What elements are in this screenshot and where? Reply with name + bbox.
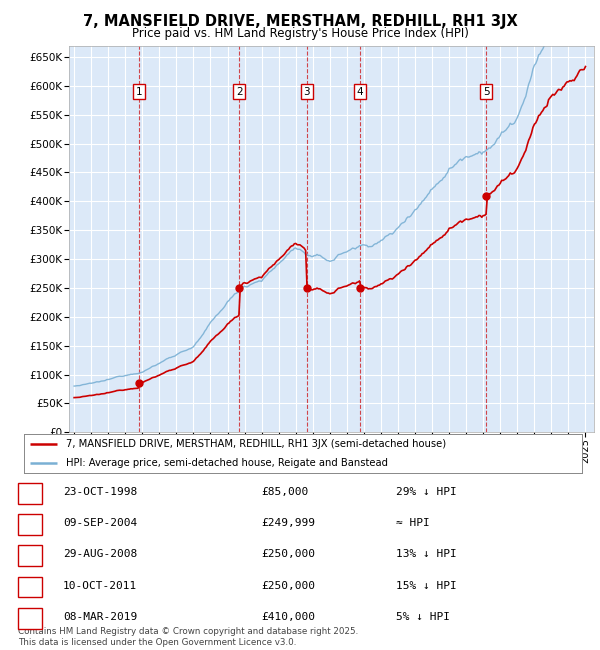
Text: HPI: Average price, semi-detached house, Reigate and Banstead: HPI: Average price, semi-detached house,… — [66, 458, 388, 469]
Text: 29-AUG-2008: 29-AUG-2008 — [63, 549, 137, 560]
Text: 10-OCT-2011: 10-OCT-2011 — [63, 580, 137, 591]
Text: 3: 3 — [26, 549, 34, 560]
Text: Contains HM Land Registry data © Crown copyright and database right 2025.
This d: Contains HM Land Registry data © Crown c… — [18, 627, 358, 647]
Text: £249,999: £249,999 — [261, 518, 315, 528]
Text: 5: 5 — [26, 612, 34, 622]
Text: 5: 5 — [483, 86, 490, 97]
Text: £85,000: £85,000 — [261, 487, 308, 497]
Text: £410,000: £410,000 — [261, 612, 315, 622]
Text: 09-SEP-2004: 09-SEP-2004 — [63, 518, 137, 528]
Text: 5% ↓ HPI: 5% ↓ HPI — [396, 612, 450, 622]
Text: 1: 1 — [136, 86, 142, 97]
Text: 4: 4 — [357, 86, 364, 97]
Text: 7, MANSFIELD DRIVE, MERSTHAM, REDHILL, RH1 3JX (semi-detached house): 7, MANSFIELD DRIVE, MERSTHAM, REDHILL, R… — [66, 439, 446, 449]
Text: 13% ↓ HPI: 13% ↓ HPI — [396, 549, 457, 560]
Text: 15% ↓ HPI: 15% ↓ HPI — [396, 580, 457, 591]
Text: 23-OCT-1998: 23-OCT-1998 — [63, 487, 137, 497]
Text: Price paid vs. HM Land Registry's House Price Index (HPI): Price paid vs. HM Land Registry's House … — [131, 27, 469, 40]
Text: £250,000: £250,000 — [261, 549, 315, 560]
Text: ≈ HPI: ≈ HPI — [396, 518, 430, 528]
Text: 29% ↓ HPI: 29% ↓ HPI — [396, 487, 457, 497]
Text: 2: 2 — [26, 518, 34, 528]
Text: £250,000: £250,000 — [261, 580, 315, 591]
Text: 1: 1 — [26, 487, 34, 497]
Text: 3: 3 — [304, 86, 310, 97]
Text: 08-MAR-2019: 08-MAR-2019 — [63, 612, 137, 622]
Text: 2: 2 — [236, 86, 242, 97]
Text: 4: 4 — [26, 580, 34, 591]
Text: 7, MANSFIELD DRIVE, MERSTHAM, REDHILL, RH1 3JX: 7, MANSFIELD DRIVE, MERSTHAM, REDHILL, R… — [83, 14, 517, 29]
